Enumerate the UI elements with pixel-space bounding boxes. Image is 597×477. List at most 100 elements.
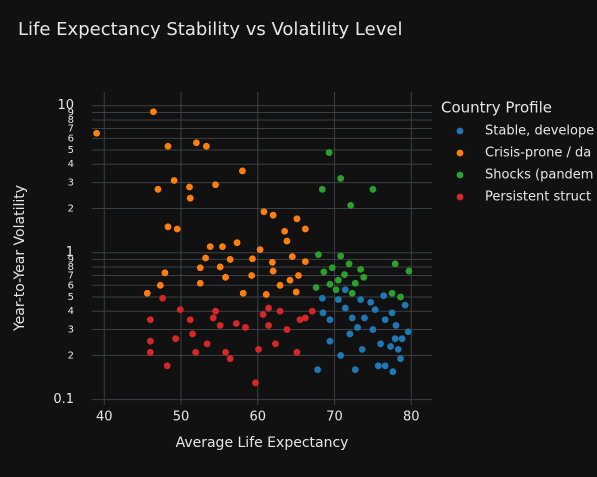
data-point — [358, 345, 366, 353]
y-tick-label: 3 — [68, 325, 74, 336]
data-point — [332, 286, 340, 294]
data-point — [405, 267, 413, 275]
legend-label: Crisis-prone / da — [485, 146, 591, 161]
data-point — [196, 279, 204, 287]
data-point — [212, 181, 219, 189]
data-point — [206, 243, 214, 251]
data-point — [248, 272, 256, 279]
x-tick-label: 80 — [403, 410, 420, 425]
data-point — [93, 129, 101, 137]
data-point — [388, 289, 396, 297]
data-point — [391, 260, 399, 268]
data-point — [391, 335, 399, 343]
data-point — [226, 355, 234, 363]
x-tick-label: 50 — [173, 410, 190, 425]
y-tick-label: 9 — [68, 254, 74, 265]
data-point — [328, 264, 336, 272]
data-point — [369, 185, 377, 193]
data-point — [249, 255, 256, 263]
data-point — [189, 330, 196, 338]
data-point — [159, 294, 167, 302]
data-point — [351, 366, 359, 374]
data-point — [156, 281, 164, 289]
y-tick-label: 1 — [66, 245, 74, 260]
data-point — [337, 175, 345, 182]
data-point — [269, 267, 277, 275]
y-tick-label: 2 — [68, 350, 74, 361]
data-point — [334, 296, 342, 303]
legend-label: Persistent struct — [485, 190, 591, 205]
data-point — [397, 355, 404, 363]
data-point — [293, 215, 301, 223]
data-point — [146, 316, 154, 324]
data-point — [192, 348, 200, 356]
data-point — [222, 348, 229, 356]
data-point — [164, 142, 172, 150]
legend-title: Country Profile — [441, 99, 552, 117]
data-point — [301, 258, 309, 265]
data-point — [348, 289, 356, 297]
data-point — [256, 246, 264, 253]
data-point — [346, 330, 354, 338]
data-point — [293, 348, 301, 356]
data-point — [348, 314, 356, 322]
data-point — [216, 263, 224, 271]
y-tick-label: 7 — [68, 270, 74, 281]
data-point — [381, 316, 389, 324]
y-tick-label: 8 — [68, 262, 74, 273]
data-point — [186, 316, 194, 324]
data-point — [404, 328, 412, 336]
data-point — [186, 183, 193, 191]
data-point — [341, 286, 349, 294]
data-point — [283, 237, 291, 245]
data-point — [357, 265, 365, 273]
y-tick-label: 6 — [68, 280, 74, 291]
data-point — [389, 368, 397, 376]
data-point — [381, 362, 389, 370]
chart-title: Life Expectancy Stability vs Volatility … — [18, 19, 402, 40]
data-point — [265, 304, 272, 312]
data-point — [255, 345, 262, 353]
data-point — [272, 340, 279, 348]
data-point — [216, 322, 224, 329]
data-point — [262, 291, 270, 298]
data-point — [149, 108, 157, 116]
data-point — [325, 149, 333, 156]
data-point — [360, 273, 368, 281]
data-point — [269, 211, 277, 219]
data-point — [143, 289, 151, 297]
x-tick-label: 70 — [326, 410, 343, 425]
y-tick-label: 3 — [68, 178, 74, 189]
data-point — [392, 322, 400, 329]
y-axis-title: Year-to-Year Volatility — [12, 185, 28, 332]
y-tick-label: 4 — [68, 159, 74, 170]
data-point — [239, 289, 247, 297]
data-point — [202, 142, 210, 150]
data-point — [301, 314, 309, 322]
data-point — [326, 316, 334, 324]
data-point — [219, 243, 226, 251]
data-point — [314, 366, 322, 374]
data-point — [354, 324, 361, 331]
data-point — [232, 320, 240, 327]
data-point — [334, 276, 342, 284]
data-point — [326, 280, 334, 288]
data-point — [163, 362, 171, 370]
y-tick-label: 4 — [68, 306, 74, 317]
data-point — [320, 268, 328, 276]
data-point — [394, 345, 402, 353]
data-point — [380, 292, 388, 300]
y-tick-label: 0.1 — [53, 392, 74, 407]
data-point — [209, 314, 217, 322]
legend-marker — [456, 127, 464, 135]
data-point — [164, 223, 172, 231]
data-point — [326, 337, 334, 345]
data-point — [146, 348, 154, 356]
y-tick-label: 10 — [57, 98, 74, 113]
data-point — [361, 314, 368, 322]
legend-marker — [456, 171, 464, 179]
data-point — [242, 324, 249, 331]
data-point — [196, 264, 204, 272]
data-point — [161, 269, 169, 277]
